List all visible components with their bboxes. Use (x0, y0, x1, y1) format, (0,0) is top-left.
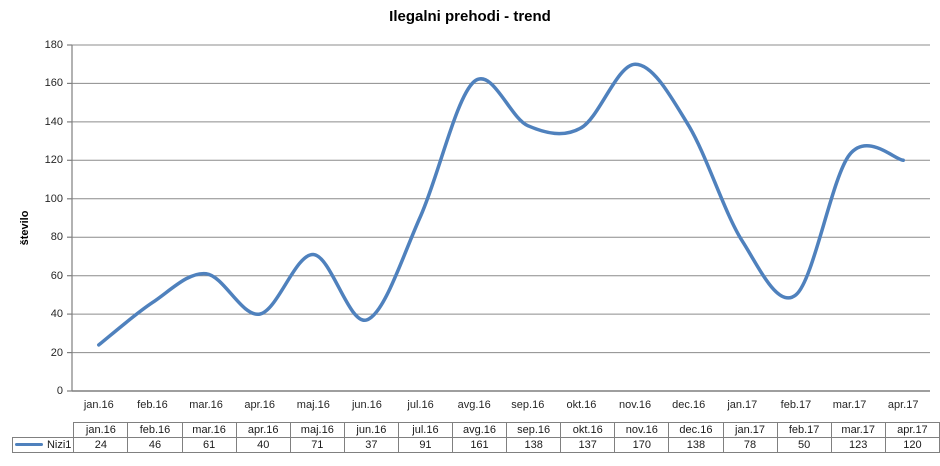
series-line (97, 62, 905, 347)
x-tick-label: apr.16 (244, 399, 275, 411)
x-tick-label: nov.16 (618, 399, 652, 411)
y-tick-label: 40 (50, 308, 63, 321)
table-value-cell: 138 (668, 437, 724, 453)
x-tick-label: maj.16 (296, 399, 330, 411)
data-table: jan.16 feb.16 mar.16 apr.16 maj.16 jun.16 jul.… (11, 422, 940, 453)
table-month-header: nov.16 (614, 422, 670, 438)
table-value-cell: 120 (884, 437, 940, 453)
table-month-header: feb.17 (776, 422, 832, 438)
y-tick-label: 0 (56, 385, 63, 397)
x-tick-label: avg.16 (457, 399, 491, 411)
table-value-cell: 123 (830, 437, 886, 453)
table-value-cell: 71 (289, 437, 345, 453)
table-value-cell: 138 (506, 437, 562, 453)
table-value-cell: 50 (776, 437, 832, 453)
x-tick-label: jun.16 (351, 399, 382, 411)
x-tick-label: apr.17 (887, 399, 919, 411)
table-month-header: mar.16 (181, 422, 237, 438)
table-month-header: jun.16 (343, 422, 399, 438)
table-month-header: avg.16 (451, 422, 508, 438)
y-tick-label: 160 (44, 77, 63, 90)
table-value-cell: 40 (235, 437, 291, 453)
x-tick-label: feb.16 (137, 399, 168, 411)
x-tick-label: feb.17 (780, 399, 812, 411)
table-value-cell: 170 (614, 437, 670, 453)
table-month-header: jul.16 (397, 422, 453, 438)
table-month-header: dec.16 (668, 422, 724, 438)
table-value-cell: 137 (560, 437, 616, 453)
table-corner-blank (12, 422, 75, 438)
table-value-cell: 24 (73, 437, 129, 453)
x-tick-label: mar.16 (189, 399, 223, 411)
x-tick-label: jan.17 (727, 399, 758, 411)
table-month-header: maj.16 (289, 422, 345, 438)
y-tick-label: 140 (44, 115, 63, 128)
y-tick-label: 120 (44, 154, 63, 167)
chart-title: Ilegalni prehodi - trend (389, 8, 551, 25)
table-value-cell: 46 (127, 437, 183, 453)
table-value-cell: 37 (343, 437, 399, 453)
legend-series-name: Nizi1 (46, 439, 72, 451)
legend-cell: Nizi1 (11, 437, 75, 453)
legend-line-icon (14, 443, 43, 446)
x-tick-label: dec.16 (672, 399, 706, 411)
table-month-header: jan.17 (722, 422, 778, 438)
y-tick-label: 80 (50, 231, 63, 244)
x-tick-label: mar.17 (832, 399, 867, 411)
x-tick-label: sep.16 (511, 399, 545, 411)
table-value-cell: 78 (722, 437, 778, 453)
table-month-header: jan.16 (73, 422, 129, 438)
y-tick-label: 100 (44, 192, 63, 205)
table-month-header: apr.17 (884, 422, 940, 438)
table-value-cell: 61 (181, 437, 237, 453)
x-tick-label: jul.16 (407, 399, 434, 411)
x-tick-label: okt.16 (566, 399, 597, 411)
table-month-header: okt.16 (560, 422, 616, 438)
table-month-header: feb.16 (127, 422, 183, 438)
table-value-cell: 161 (451, 437, 508, 453)
x-tick-label: jan.16 (83, 399, 114, 411)
y-tick-label: 60 (50, 269, 63, 282)
table-month-header: sep.16 (506, 422, 562, 438)
y-tick-label: 180 (44, 39, 63, 51)
y-tick-label: 20 (50, 346, 63, 359)
table-month-header: mar.17 (830, 422, 886, 438)
table-month-header: apr.16 (235, 422, 291, 438)
table-value-cell: 91 (397, 437, 453, 453)
